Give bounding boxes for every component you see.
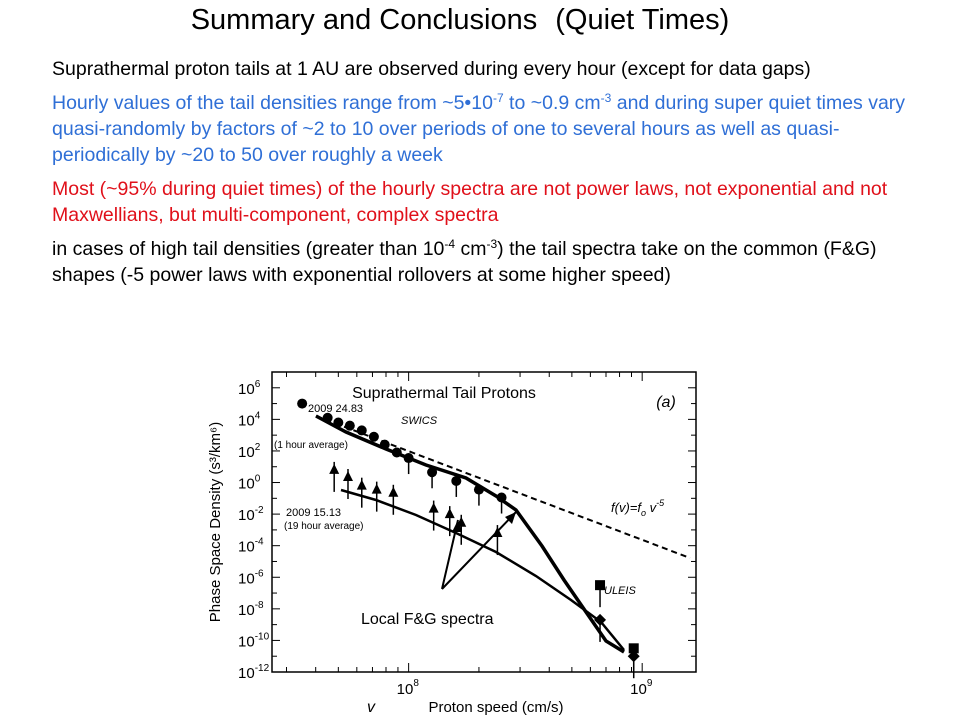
x-axis-label: Proton speed (cm/s) [428, 699, 563, 716]
y-tick-label: 102 [238, 442, 261, 461]
bullet-2-part-1: Hourly values of the tail densities rang… [52, 92, 493, 114]
data-point-circle [496, 492, 507, 503]
fit-label-exp: -5 [656, 498, 665, 508]
fit-label-base: f(v)=f [611, 500, 642, 515]
data-point-square [628, 643, 639, 654]
x-tick-label: 108 [397, 678, 420, 698]
x-tick-labels: 108 109 [397, 678, 653, 698]
data-point-circle [473, 484, 484, 495]
data-point-circle [403, 453, 414, 464]
data-point-triangle [329, 463, 340, 474]
data-point-triangle [492, 527, 503, 538]
instrument-label-swics: SWICS [401, 415, 438, 427]
annotation-local-fg-spectra: Local F&G spectra [361, 611, 494, 628]
data-point-diamond [594, 613, 607, 626]
data-point-circle [379, 439, 390, 450]
panel-label: (a) [656, 394, 676, 411]
data-point-circle [368, 431, 379, 442]
y-tick-label: 100 [238, 474, 261, 493]
data-point-triangle [356, 479, 367, 490]
y-tick-label: 104 [238, 410, 261, 429]
phase-space-density-chart: 106 104 102 100 10-2 10-4 10-6 10-8 10-10 10-12 1… [207, 371, 697, 716]
data-point-circle [297, 398, 308, 409]
y-axis-label: Phase Space Density (s³/km⁶) [207, 422, 224, 622]
data-point-circle [333, 417, 344, 428]
bullet-2-part-2: to ~0.9 cm [503, 92, 601, 114]
annotation-arrow-heads [452, 512, 516, 532]
data-point-triangle [388, 486, 399, 497]
data-point-diamond [627, 650, 640, 663]
x-tick-label: 109 [630, 678, 653, 698]
y-tick-label: 10-2 [238, 505, 264, 524]
y-tick-label: 10-6 [238, 568, 264, 587]
y-tick-label: 10-10 [238, 631, 270, 650]
series-label-2009-15-13: 2009 15.13 [286, 507, 341, 519]
data-point-circle [344, 420, 355, 431]
bullet-3: Most (~95% during quiet times) of the ho… [52, 178, 888, 226]
y-tick-label: 106 [238, 379, 261, 398]
data-point-circle [356, 425, 367, 436]
bullet-2: Hourly values of the tail densities rang… [52, 90, 932, 168]
series-note-1-hour: (1 hour average) [274, 440, 348, 451]
y-tick-labels: 106 104 102 100 10-2 10-4 10-6 10-8 10-10 10-12 [238, 379, 270, 682]
bullet-4-part-3: ) the tail spectra take on the common (F… [52, 238, 877, 286]
data-point-circle [322, 412, 333, 423]
instrument-label-uleis: ULEIS [604, 585, 636, 597]
bullet-2-sup-1: -7 [492, 91, 504, 105]
series-note-19-hour: (19 hour average) [284, 521, 364, 532]
data-point-triangle [456, 516, 467, 527]
data-point-circle [451, 475, 462, 486]
x-axis-symbol: v [367, 699, 376, 716]
data-point-triangle [371, 483, 382, 494]
bullet-1: Suprathermal proton tails at 1 AU are ob… [52, 58, 811, 80]
chart-title: Suprathermal Tail Protons [352, 385, 536, 402]
y-tick-label: 10-4 [238, 537, 264, 556]
fg-spectrum-curve-2 [340, 488, 625, 651]
data-point-triangle [342, 471, 353, 481]
bullet-list: Suprathermal proton tails at 1 AU are ob… [52, 56, 932, 296]
data-points [297, 398, 640, 679]
bullet-2-sup-2: -3 [600, 91, 612, 105]
bullet-4-sup-1: -4 [444, 237, 456, 251]
data-point-triangle [444, 508, 455, 519]
bullet-4: in cases of high tail densities (greater… [52, 236, 932, 288]
bullet-4-sup-2: -3 [486, 237, 498, 251]
data-point-square [595, 580, 606, 591]
slide-title-main: Summary and Conclusions [190, 4, 538, 36]
fit-label-sub: o [641, 508, 646, 518]
slide-title: Summary and Conclusions (Quiet Times) [0, 4, 920, 37]
bullet-4-part-2: cm [455, 238, 487, 260]
fit-label: f(v)=fo v-5 [611, 498, 665, 518]
data-point-circle [427, 467, 438, 478]
fg-spectrum-curve-1 [315, 414, 625, 654]
y-tick-label: 10-8 [238, 600, 264, 619]
y-tick-label: 10-12 [238, 663, 270, 682]
data-point-circle [391, 447, 402, 458]
slide-title-sub: (Quiet Times) [555, 4, 730, 36]
fit-label-mid: v [646, 500, 658, 515]
bullet-2-part-3: and during super quiet times vary quasi-… [52, 92, 906, 166]
series-label-2009-24-83: 2009 24.83 [308, 403, 363, 415]
power-law-fit-line [315, 415, 691, 559]
bullet-4-part-1: in cases of high tail densities (greater… [52, 238, 445, 260]
axis-ticks [272, 371, 696, 673]
data-point-triangle [428, 502, 439, 513]
